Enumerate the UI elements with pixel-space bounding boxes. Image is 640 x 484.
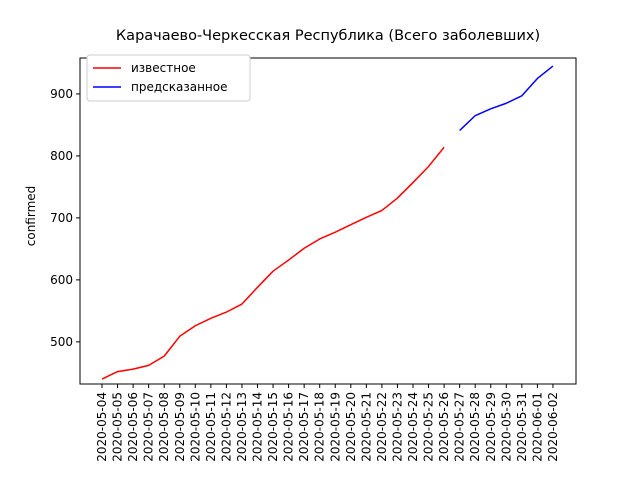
plot-frame	[79, 57, 577, 385]
x-tick-label: 2020-05-23	[390, 392, 404, 462]
x-tick-label: 2020-05-29	[484, 392, 498, 462]
y-tick-label: 700	[50, 211, 73, 225]
x-tick-label: 2020-05-14	[251, 392, 265, 462]
x-tick-label: 2020-05-19	[328, 392, 342, 462]
x-tick-label: 2020-05-09	[173, 392, 187, 462]
x-tick-label: 2020-05-25	[422, 392, 436, 462]
x-tick-label: 2020-06-02	[546, 392, 560, 462]
y-tick-label: 800	[50, 149, 73, 163]
x-tick-label: 2020-05-05	[111, 392, 125, 462]
legend-box	[86, 54, 251, 102]
x-tick-label: 2020-05-13	[235, 392, 249, 462]
y-tick-label: 500	[50, 335, 73, 349]
y-axis-label: confirmed	[24, 186, 38, 247]
x-tick-label: 2020-05-31	[515, 392, 529, 462]
x-tick-label: 2020-05-27	[453, 392, 467, 462]
x-tick-label: 2020-05-21	[359, 392, 373, 462]
x-tick-label: 2020-05-20	[344, 392, 358, 462]
x-tick-label: 2020-05-11	[204, 392, 218, 462]
x-tick-label: 2020-05-15	[266, 392, 280, 462]
plot-area	[101, 65, 554, 380]
x-tick-label: 2020-06-01	[530, 392, 544, 462]
legend: известное предсказанное	[86, 54, 251, 102]
x-tick-label: 2020-05-17	[297, 392, 311, 462]
x-tick-label: 2020-05-18	[313, 392, 327, 462]
x-tick-label: 2020-05-30	[499, 392, 513, 462]
x-tick-label: 2020-05-12	[219, 392, 233, 462]
chart-title: Карачаево-Черкесская Республика (Всего з…	[116, 28, 540, 44]
x-tick-label: 2020-05-22	[375, 392, 389, 462]
x-tick-label: 2020-05-04	[95, 392, 109, 462]
legend-label-1: известное	[131, 61, 196, 75]
x-tick-label: 2020-05-24	[406, 392, 420, 462]
y-tick-label: 900	[50, 87, 73, 101]
x-tick-label: 2020-05-07	[142, 392, 156, 462]
legend-label-2: предсказанное	[131, 80, 228, 94]
x-tick-label: 2020-05-16	[282, 392, 296, 462]
x-tick-label: 2020-05-08	[157, 392, 171, 462]
series-line-1	[101, 146, 445, 380]
x-tick-label: 2020-05-28	[468, 392, 482, 462]
y-tick-label: 600	[50, 273, 73, 287]
series-line-2	[459, 65, 554, 132]
x-tick-label: 2020-05-06	[126, 392, 140, 462]
x-tick-label: 2020-05-10	[188, 392, 202, 462]
x-tick-label: 2020-05-26	[437, 392, 451, 462]
